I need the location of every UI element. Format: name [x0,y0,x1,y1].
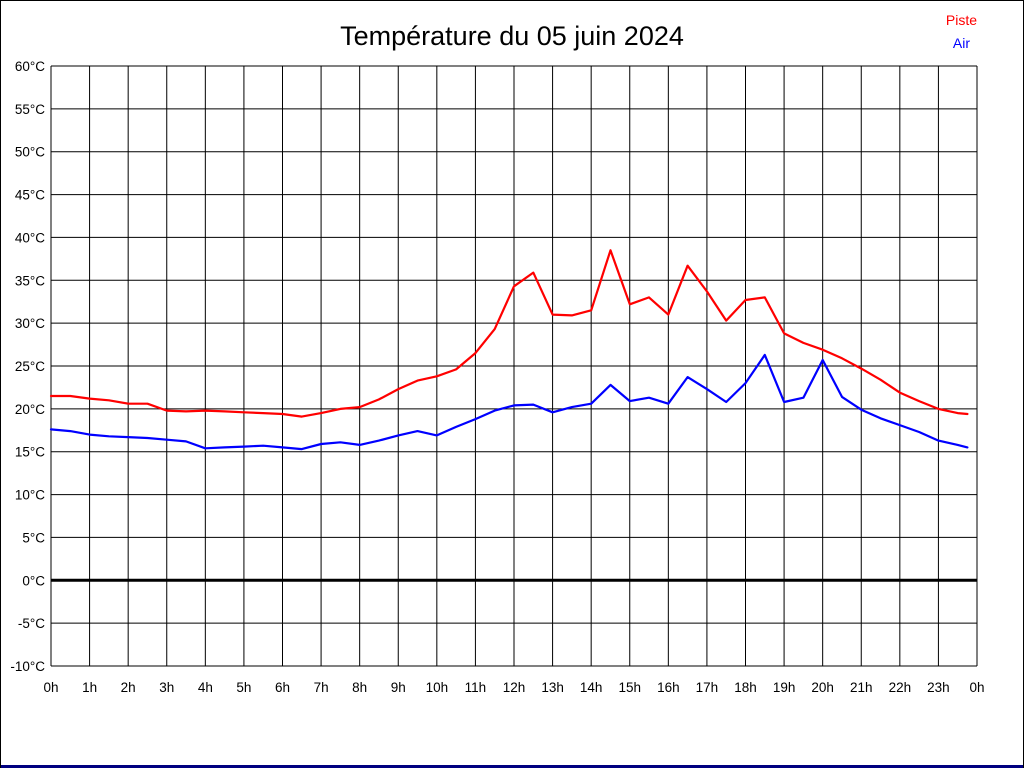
x-tick-label: 3h [159,680,174,695]
chart-legend: Piste Air [946,13,977,51]
x-tick-label: 13h [541,680,564,695]
x-tick-label: 20h [811,680,834,695]
x-tick-label: 9h [391,680,406,695]
x-tick-label: 4h [198,680,213,695]
x-tick-label: 11h [465,680,487,695]
y-tick-label: 5°C [22,530,45,545]
x-tick-label: 8h [352,680,367,695]
y-tick-label: -10°C [10,659,45,674]
x-tick-label: 2h [121,680,136,695]
y-tick-label: 25°C [15,359,45,374]
y-tick-label: 35°C [15,273,45,288]
y-tick-label: 55°C [15,102,45,117]
x-tick-label: 1h [82,680,97,695]
x-tick-label: 17h [696,680,719,695]
y-tick-label: 45°C [15,188,45,203]
y-tick-label: 0°C [22,573,45,588]
x-tick-label: 18h [734,680,757,695]
x-tick-label: 6h [275,680,290,695]
piste-series-line [49,249,969,418]
x-tick-label: 15h [618,680,641,695]
y-tick-label: 15°C [15,445,45,460]
x-tick-label: 10h [426,680,449,695]
y-tick-label: 30°C [15,316,45,331]
y-tick-label: 40°C [15,230,45,245]
legend-item-piste: Piste [945,12,977,28]
y-tick-label: 10°C [15,488,45,503]
x-tick-label: 0h [969,680,984,695]
bottom-bar [1,765,1023,768]
chart-title: Température du 05 juin 2024 [340,21,684,51]
x-tick-label: 16h [657,680,680,695]
x-tick-label: 0h [43,680,58,695]
legend-item-air: Air [952,35,970,51]
air-series-line [49,353,969,451]
x-tick-label: 12h [503,680,526,695]
x-tick-label: 19h [773,680,796,695]
y-tick-label: -5°C [18,616,45,631]
y-tick-label: 20°C [15,402,45,417]
x-tick-label: 23h [927,680,950,695]
x-tick-label: 7h [314,680,329,695]
x-tick-label: 5h [236,680,251,695]
x-tick-label: 21h [850,680,873,695]
y-tick-label: 60°C [15,59,45,74]
x-tick-label: 14h [580,680,603,695]
x-tick-label: 22h [889,680,912,695]
y-tick-label: 50°C [15,145,45,160]
